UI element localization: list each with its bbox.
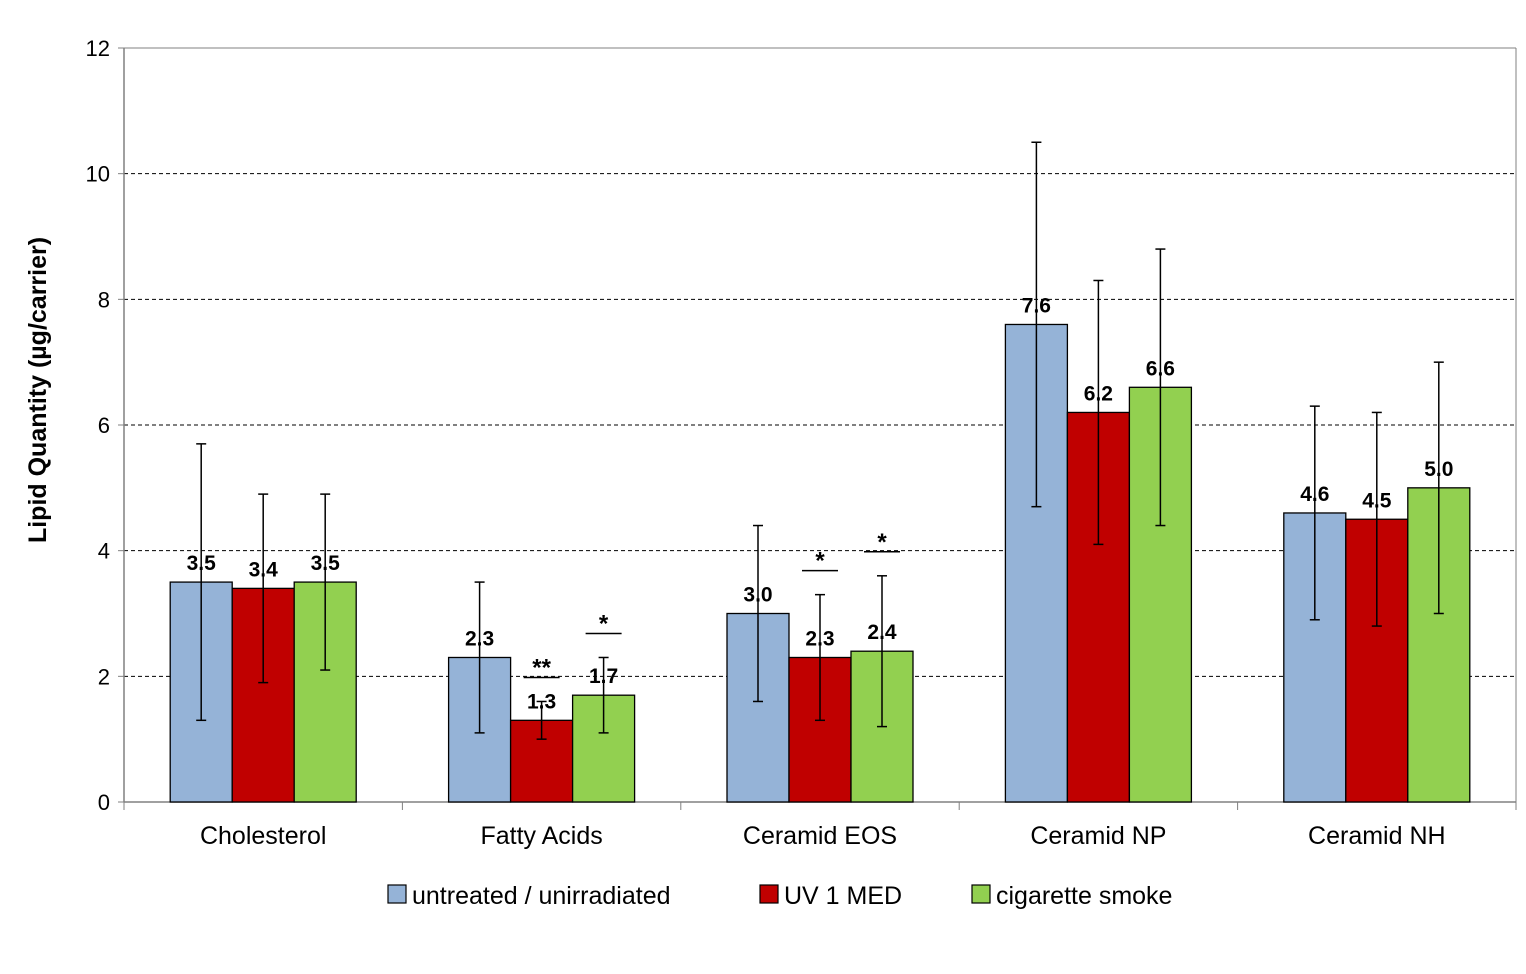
x-category-label: Ceramid NP xyxy=(1030,822,1166,850)
data-label: 4.6 xyxy=(1300,483,1329,506)
x-category-label: Cholesterol xyxy=(200,822,326,850)
data-label: 3.4 xyxy=(249,558,279,581)
data-label: 1.7 xyxy=(589,665,618,688)
y-tick-label: 10 xyxy=(86,162,110,187)
x-category-label: Ceramid EOS xyxy=(743,822,897,850)
data-label: 6.6 xyxy=(1146,357,1175,380)
significance-marker: * xyxy=(599,610,609,637)
data-label: 1.3 xyxy=(527,690,556,713)
y-tick-label: 6 xyxy=(98,413,110,438)
error-bars xyxy=(196,141,1444,740)
axes: 0 2 4 6 8 10 12 Cholesterol Fatty Acids Ceramid E… xyxy=(86,36,1517,850)
data-labels: 3.5 3.4 3.5 2.3 1.3 1.7 3.0 2.3 2.4 7.6 6.2 6.6 4.6 4… xyxy=(187,294,1454,713)
data-label: 2.3 xyxy=(465,627,494,650)
legend-swatch xyxy=(759,884,779,904)
data-label: 3.5 xyxy=(311,552,341,575)
data-label: 3.0 xyxy=(743,584,772,607)
y-axis-label: Lipid Quantity (µg/carrier) xyxy=(24,237,52,543)
y-tick-label: 2 xyxy=(98,664,110,689)
y-tick-label: 0 xyxy=(98,790,110,815)
data-label: 6.2 xyxy=(1084,382,1113,405)
data-label: 5.0 xyxy=(1424,458,1453,481)
legend-label: untreated / unirradiated xyxy=(412,882,671,910)
legend-swatch xyxy=(387,884,407,904)
data-label: 4.5 xyxy=(1362,489,1392,512)
legend-swatch xyxy=(971,884,991,904)
y-tick-label: 4 xyxy=(98,539,110,564)
x-category-label: Fatty Acids xyxy=(480,822,602,850)
data-label: 3.5 xyxy=(187,552,217,575)
legend: untreated / unirradiated UV 1 MED cigarett… xyxy=(387,882,1172,910)
legend-label: UV 1 MED xyxy=(784,882,902,910)
significance-marker: * xyxy=(877,529,887,556)
significance-marker: * xyxy=(815,548,825,575)
data-label: 2.3 xyxy=(805,627,834,650)
data-label: 2.4 xyxy=(867,621,897,644)
y-tick-label: 8 xyxy=(98,287,110,312)
significance-marker: ** xyxy=(532,654,551,681)
legend-label: cigarette smoke xyxy=(996,882,1172,910)
x-category-label: Ceramid NH xyxy=(1308,822,1446,850)
data-label: 7.6 xyxy=(1022,294,1051,317)
y-tick-label: 12 xyxy=(86,36,110,61)
significance-markers: ***** xyxy=(523,529,900,681)
